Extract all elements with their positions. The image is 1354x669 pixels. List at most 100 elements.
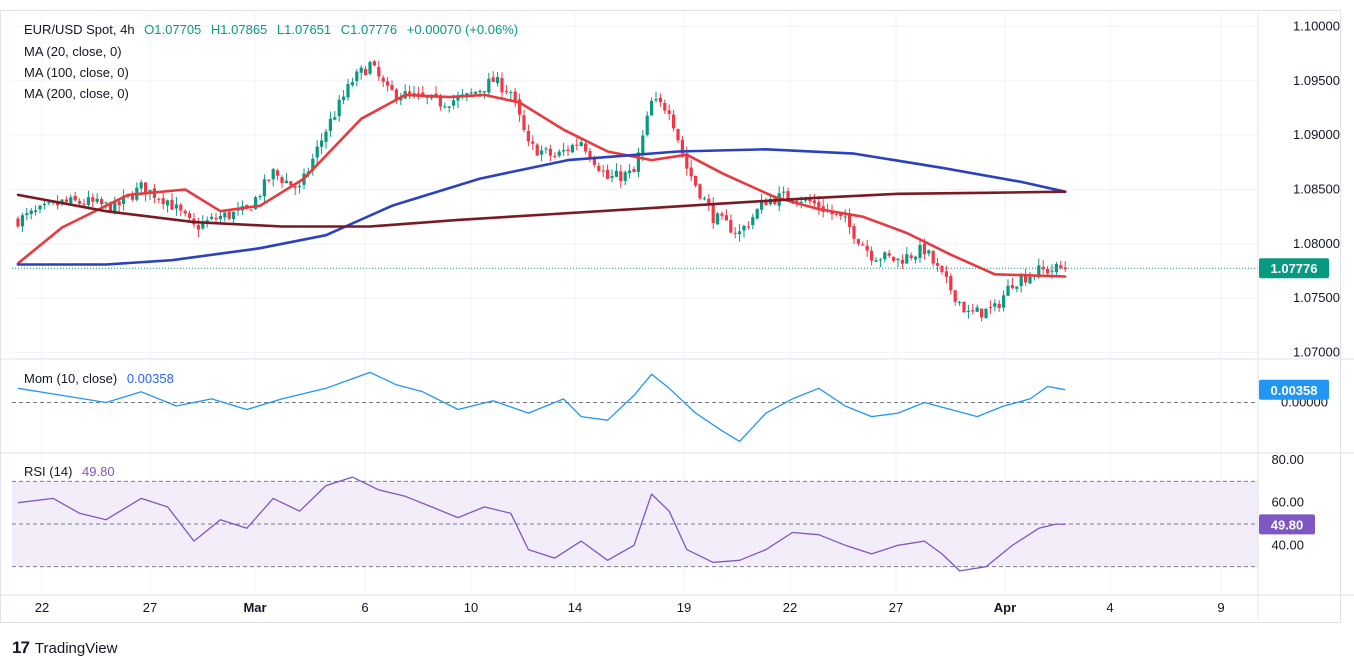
ma200-legend[interactable]: MA (200, close, 0) [24, 86, 129, 101]
candle-body [443, 106, 447, 108]
momentum-legend[interactable]: Mom (10, close) 0.00358 [24, 371, 180, 386]
price-tick-label: 1.07000 [1293, 345, 1340, 360]
candle-body [909, 255, 913, 259]
candle-body [707, 198, 711, 206]
level-lines [12, 267, 1258, 568]
candle-body [108, 202, 112, 213]
candle-body [531, 141, 535, 144]
time-tick-label: 14 [568, 600, 582, 615]
symbol-label[interactable]: EUR/USD Spot, 4h [24, 22, 135, 37]
candle-body [214, 217, 218, 220]
chart-border [0, 10, 1341, 623]
candle-body [865, 245, 869, 251]
price-tick-label: 1.09000 [1293, 127, 1340, 142]
candle-body [47, 202, 51, 204]
candle-body [359, 67, 363, 73]
candle-body [179, 204, 183, 211]
candle-body [504, 91, 508, 93]
candle-body [346, 84, 350, 98]
candle-body [694, 175, 698, 186]
candle-body [227, 211, 231, 219]
candle-body [474, 91, 478, 94]
candle-body [606, 169, 610, 179]
time-tick-label: 10 [464, 600, 478, 615]
candle-body [232, 211, 236, 219]
candle-body [988, 307, 992, 309]
candle-body [931, 251, 935, 264]
candle-body [482, 91, 486, 93]
candle-body [575, 144, 579, 146]
candle-body [601, 170, 605, 172]
candle-body [372, 61, 376, 66]
last-price-tag-label: 1.07776 [1271, 261, 1318, 276]
oscillator-lines [17, 371, 1066, 572]
candle-body [922, 243, 926, 255]
candle-body [834, 213, 838, 215]
candle-body [289, 181, 293, 186]
time-tick-label: 27 [889, 600, 903, 615]
candle-body [874, 260, 878, 262]
candle-body [144, 182, 148, 195]
candlesticks [16, 59, 1067, 322]
rsi-tick-label: 60.00 [1271, 495, 1304, 510]
tradingview-brand[interactable]: 17 TradingView [12, 638, 117, 658]
candle-body [249, 209, 253, 211]
candle-body [434, 93, 438, 96]
candle-body [210, 216, 214, 219]
candle-body [966, 310, 970, 313]
candle-body [548, 148, 552, 156]
ma200-line [16, 190, 1067, 228]
candle-body [478, 90, 482, 93]
candle-body [786, 191, 790, 199]
candle-body [900, 259, 904, 264]
candle-body [381, 77, 385, 82]
high-value: H1.07865 [210, 22, 268, 37]
candle-body [557, 151, 561, 156]
ma20-legend[interactable]: MA (20, close, 0) [24, 44, 122, 59]
candle-body [663, 102, 667, 111]
candle-body [553, 155, 557, 157]
candle-body [535, 144, 539, 156]
candle-body [161, 198, 165, 205]
candle-body [540, 150, 544, 155]
candle-body [1054, 263, 1058, 272]
change-value: +0.00070 (+0.06%) [406, 22, 519, 37]
candle-body [997, 303, 1001, 308]
candle-body [839, 213, 843, 217]
candle-body [628, 170, 632, 174]
candle-body [808, 198, 812, 202]
candle-body [720, 213, 724, 216]
candle-body [311, 158, 315, 171]
candle-body [276, 170, 280, 176]
candle-body [579, 142, 583, 146]
candle-body [34, 210, 38, 213]
rsi-legend[interactable]: RSI (14) 49.80 [24, 464, 121, 479]
candle-body [812, 200, 816, 204]
candle-body [95, 198, 99, 203]
candle-body [962, 301, 966, 313]
candle-body [201, 222, 205, 229]
candle-body [487, 78, 491, 93]
price-axis[interactable]: 1.10000 1.09500 1.09000 1.08500 1.08000 1.075… [1271, 18, 1340, 552]
candle-body [975, 307, 979, 312]
candle-body [38, 205, 42, 210]
candle-body [623, 172, 627, 181]
candle-body [64, 199, 68, 202]
time-axis[interactable]: 22 27 Mar 6 10 14 19 22 27 Apr 4 9 [35, 600, 1225, 615]
candle-body [738, 231, 742, 235]
ma100-legend[interactable]: MA (100, close, 0) [24, 65, 129, 80]
candle-body [324, 131, 328, 142]
candle-body [672, 114, 676, 129]
candle-body [117, 201, 121, 206]
candle-body [940, 265, 944, 272]
candle-body [262, 179, 266, 197]
ma100-line [16, 148, 1067, 266]
rsi-line [17, 476, 1066, 572]
candle-body [465, 93, 469, 96]
candle-body [293, 186, 297, 188]
candle-body [1010, 285, 1014, 288]
candle-body [491, 77, 495, 83]
candle-body [1059, 265, 1063, 268]
rsi-tag [1259, 514, 1315, 535]
